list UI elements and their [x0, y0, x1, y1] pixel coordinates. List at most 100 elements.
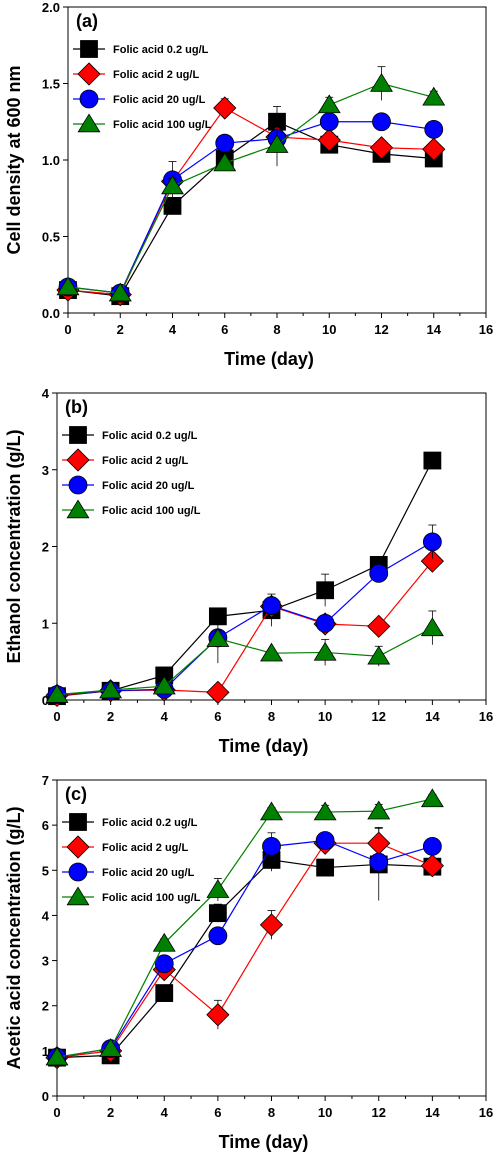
- x-tick-label: 10: [322, 322, 336, 337]
- data-point: [370, 72, 393, 92]
- x-tick-label: 12: [372, 1105, 386, 1120]
- legend-label: Folic acid 100 ug/L: [102, 892, 201, 904]
- data-point: [420, 854, 444, 878]
- series-folic-acid-100-ug-l: [45, 788, 444, 1066]
- series-folic-acid-0-2-ug-l: [59, 106, 443, 306]
- series-folic-acid-100-ug-l: [56, 66, 446, 302]
- legend-label: Folic acid 2 ug/L: [102, 455, 188, 467]
- legend-label: Folic acid 20 ug/L: [102, 480, 195, 492]
- y-tick-label: 2: [42, 999, 49, 1014]
- legend-marker: [80, 40, 98, 58]
- x-tick-label: 10: [318, 1105, 332, 1120]
- data-point: [313, 801, 337, 821]
- data-point: [206, 628, 230, 647]
- data-point: [369, 563, 389, 583]
- x-tick-label: 6: [214, 1105, 221, 1120]
- data-point: [215, 133, 235, 153]
- data-point: [163, 196, 182, 215]
- x-tick-label: 16: [479, 709, 493, 724]
- data-point: [260, 642, 283, 662]
- data-point: [424, 119, 444, 139]
- y-tick-label: 0: [42, 1089, 49, 1104]
- series-folic-acid-20-ug-l: [47, 831, 442, 1067]
- y-tick-label: 3: [42, 463, 49, 478]
- y-tick-label: 2: [42, 540, 49, 555]
- data-point: [367, 831, 391, 855]
- x-tick-label: 4: [161, 1105, 169, 1120]
- legend-marker: [77, 62, 101, 86]
- x-tick-label: 4: [161, 709, 169, 724]
- data-point: [208, 904, 227, 923]
- y-tick-label: 3: [42, 954, 49, 969]
- panel-label: (b): [65, 397, 88, 417]
- data-point: [316, 858, 335, 877]
- y-tick-label: 1.5: [42, 77, 60, 92]
- y-tick-label: 2.0: [42, 0, 60, 15]
- y-tick-label: 0.5: [42, 230, 60, 245]
- data-point: [108, 282, 132, 302]
- x-axis-title: Time (day): [224, 349, 314, 369]
- data-point: [152, 932, 176, 952]
- x-tick-label: 2: [117, 322, 124, 337]
- legend-marker: [79, 89, 99, 109]
- x-tick-label: 0: [53, 709, 60, 724]
- data-point: [206, 879, 230, 898]
- data-point: [213, 96, 237, 120]
- series-line: [56, 798, 433, 1058]
- series-line: [56, 839, 433, 1058]
- x-tick-label: 14: [427, 322, 442, 337]
- y-tick-label: 0.0: [42, 306, 60, 321]
- legend-label: Folic acid 20 ug/L: [113, 94, 206, 106]
- x-tick-label: 8: [268, 709, 275, 724]
- x-tick-label: 8: [273, 322, 280, 337]
- x-tick-label: 8: [268, 1105, 275, 1120]
- y-axis-title: Cell density at 600 nm: [4, 65, 24, 254]
- data-point: [319, 112, 339, 132]
- legend-marker: [68, 862, 88, 882]
- x-tick-label: 12: [372, 709, 386, 724]
- legend-marker: [66, 499, 90, 519]
- data-point: [423, 451, 442, 470]
- x-tick-label: 0: [64, 322, 71, 337]
- data-point: [369, 852, 389, 872]
- y-tick-label: 1.0: [42, 153, 60, 168]
- data-point: [315, 831, 335, 850]
- y-tick-label: 6: [42, 818, 49, 833]
- data-point: [206, 1003, 230, 1027]
- y-tick-label: 1: [42, 1044, 49, 1059]
- x-tick-label: 14: [425, 709, 440, 724]
- legend-label: Folic acid 2 ug/L: [113, 69, 199, 81]
- legend-label: Folic acid 0.2 ug/L: [102, 430, 198, 442]
- legend-marker: [68, 475, 88, 495]
- series-line: [67, 82, 434, 294]
- legend-label: Folic acid 2 ug/L: [102, 842, 188, 854]
- x-axis-title: Time (day): [219, 1132, 309, 1152]
- legend: Folic acid 0.2 ug/L Folic acid 2 ug/L Foli…: [62, 813, 201, 906]
- data-point: [372, 112, 391, 132]
- x-tick-label: 2: [107, 1105, 114, 1120]
- legend-label: Folic acid 100 ug/L: [113, 119, 212, 131]
- series-line: [67, 107, 434, 296]
- data-point: [317, 128, 341, 152]
- data-point: [99, 1038, 123, 1057]
- legend: Folic acid 0.2 ug/L Folic acid 2 ug/L Foli…: [62, 426, 201, 519]
- x-tick-label: 16: [479, 322, 493, 337]
- x-axis-title: Time (day): [219, 736, 309, 756]
- panel-label: (a): [76, 11, 98, 31]
- data-point: [316, 581, 335, 600]
- series-folic-acid-20-ug-l: [47, 524, 442, 705]
- legend-label: Folic acid 0.2 ug/L: [102, 817, 198, 829]
- x-tick-label: 2: [107, 709, 114, 724]
- panel-label: (c): [65, 784, 87, 804]
- y-tick-label: 5: [42, 863, 49, 878]
- data-point: [259, 913, 284, 937]
- data-point: [154, 954, 174, 974]
- y-tick-label: 0: [42, 693, 49, 708]
- legend-marker: [69, 813, 87, 831]
- data-point: [155, 984, 174, 1002]
- x-tick-label: 12: [374, 322, 388, 337]
- panel-a: 0 2 4 6 8 10 12 14 16 0.0 0.5 1.0 1.5 2.0 Time (day) Ce…: [4, 0, 493, 369]
